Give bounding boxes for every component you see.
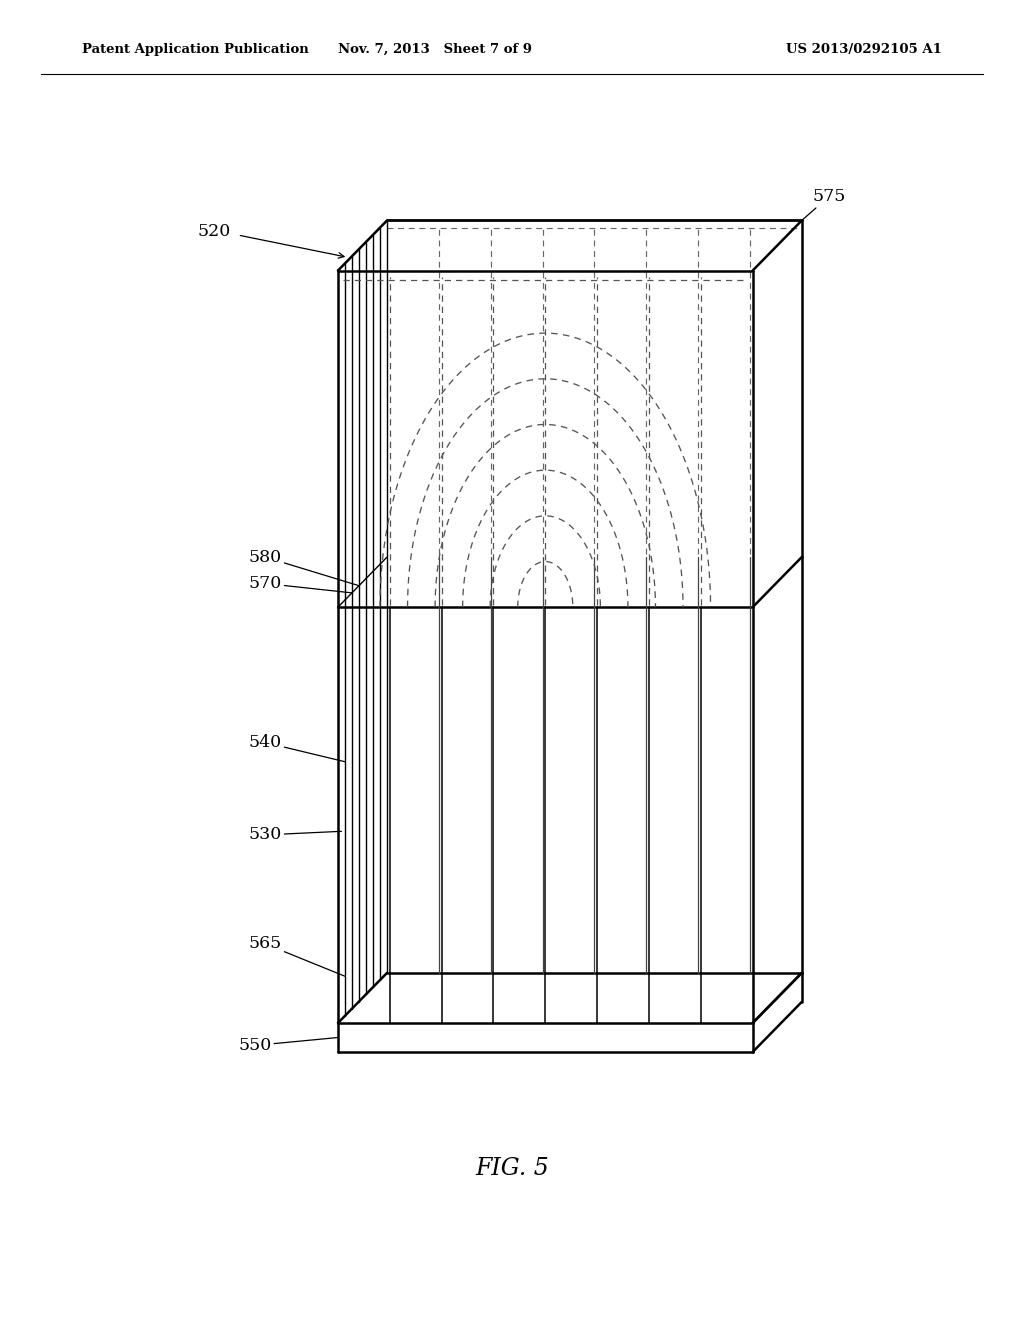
Text: US 2013/0292105 A1: US 2013/0292105 A1	[786, 42, 942, 55]
Text: 530: 530	[249, 826, 341, 843]
Text: 540: 540	[249, 734, 345, 762]
Text: FIG. 5: FIG. 5	[475, 1156, 549, 1180]
Text: 570: 570	[249, 576, 352, 593]
Text: 575: 575	[802, 189, 846, 220]
Text: 520: 520	[198, 223, 230, 239]
Text: Patent Application Publication: Patent Application Publication	[82, 42, 308, 55]
Text: 580: 580	[249, 549, 359, 586]
Text: Nov. 7, 2013   Sheet 7 of 9: Nov. 7, 2013 Sheet 7 of 9	[338, 42, 532, 55]
Text: 550: 550	[239, 1038, 338, 1053]
Text: 565: 565	[249, 936, 345, 977]
